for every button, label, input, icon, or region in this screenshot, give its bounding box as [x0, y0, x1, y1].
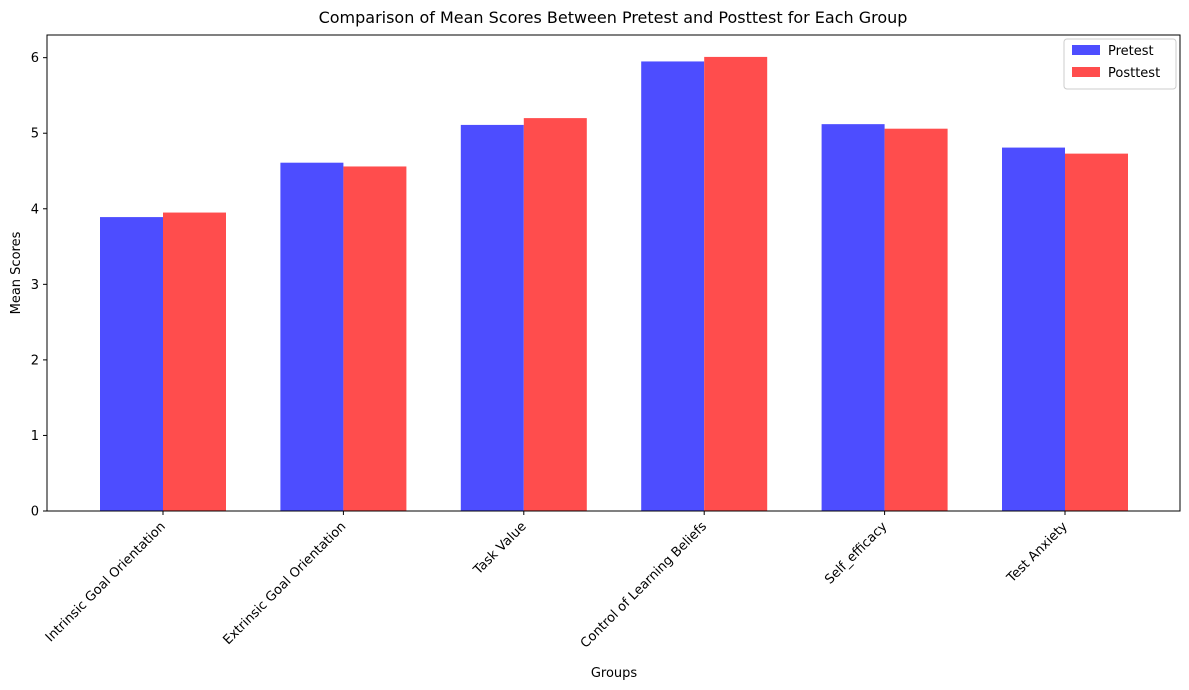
x-axis: Intrinsic Goal Orientation Extrinsic Goal…: [43, 511, 1071, 651]
bar-pretest-intrinsic-goal-orientation: [100, 217, 163, 512]
x-tick-label-control-of-learning-beliefs: Control of Learning Beliefs: [578, 519, 710, 651]
plot-area-frame: [46, 34, 1181, 512]
y-tick-label-1: 1: [31, 429, 39, 444]
y-tick-label-6: 6: [31, 51, 39, 66]
y-tick-label-4: 4: [31, 202, 39, 217]
legend: Pretest Posttest: [1063, 38, 1177, 90]
bars-layer: [100, 56, 1128, 512]
y-tick-label-5: 5: [31, 127, 39, 142]
y-tick-label-2: 2: [31, 353, 39, 368]
x-tick-label-extrinsic-goal-orientation: Extrinsic Goal Orientation: [221, 519, 350, 648]
bar-posttest-test-anxiety: [1065, 153, 1128, 511]
y-axis-label: Mean Scores: [9, 231, 24, 314]
bar-pretest-self-efficacy: [821, 124, 885, 512]
legend-label-pretest: Pretest: [1108, 44, 1154, 59]
legend-swatch-posttest: [1072, 67, 1100, 77]
y-tick-label-3: 3: [31, 278, 39, 293]
y-tick-label-0: 0: [31, 505, 39, 520]
bar-pretest-test-anxiety: [1002, 147, 1065, 512]
x-tick-label-self-efficacy: Self_efficacy: [822, 519, 890, 587]
bar-posttest-intrinsic-goal-orientation: [163, 212, 226, 512]
bar-posttest-task-value: [523, 118, 587, 511]
x-tick-label-intrinsic-goal-orientation: Intrinsic Goal Orientation: [43, 519, 169, 645]
legend-label-posttest: Posttest: [1108, 66, 1160, 81]
y-axis: 0 1 2 3 4 5 6: [31, 51, 47, 520]
bar-pretest-extrinsic-goal-orientation: [280, 162, 344, 511]
chart-title: Comparison of Mean Scores Between Pretes…: [319, 8, 908, 27]
x-axis-label: Groups: [591, 666, 638, 681]
bar-pretest-control-of-learning-beliefs: [641, 61, 705, 511]
bar-posttest-extrinsic-goal-orientation: [343, 166, 407, 511]
x-tick-label-test-anxiety: Test Anxiety: [1004, 519, 1071, 586]
bar-pretest-task-value: [460, 124, 524, 512]
bar-posttest-self-efficacy: [884, 128, 948, 511]
legend-swatch-pretest: [1072, 45, 1100, 55]
x-tick-label-task-value: Task Value: [470, 519, 529, 578]
bar-posttest-control-of-learning-beliefs: [704, 56, 768, 512]
